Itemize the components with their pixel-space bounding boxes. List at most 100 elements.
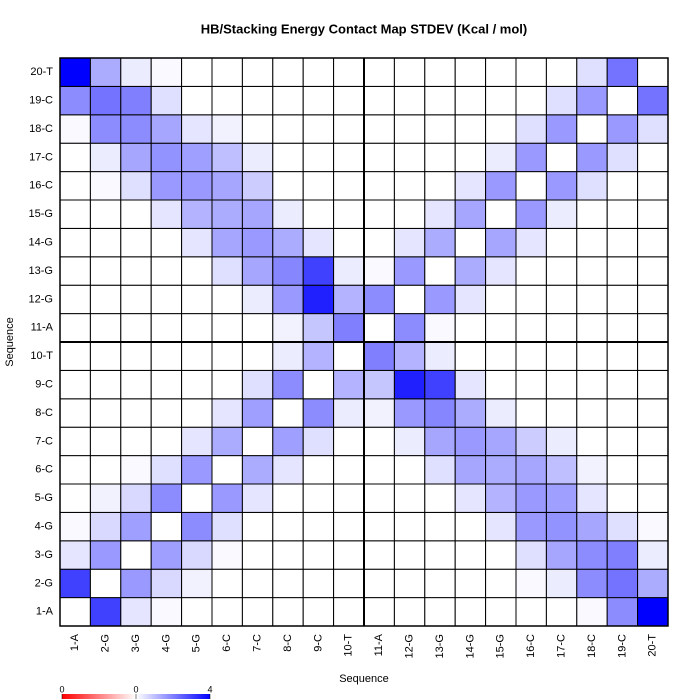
heatmap-cell (302, 597, 335, 627)
heatmap-cell (59, 455, 91, 485)
heatmap-cell (515, 540, 547, 570)
heatmap-cell (211, 568, 243, 599)
heatmap-cell (637, 597, 669, 627)
heatmap-cell (150, 455, 183, 485)
heatmap-cell (120, 57, 152, 87)
heatmap-cell (302, 341, 335, 371)
heatmap-cell (241, 540, 274, 570)
heatmap-cell (333, 511, 365, 542)
heatmap-cell (606, 284, 639, 315)
heatmap-cell (515, 369, 547, 400)
heatmap-cell (363, 398, 395, 428)
heatmap-cell (515, 483, 547, 513)
heatmap-cell (272, 511, 304, 542)
heatmap-cell (302, 313, 335, 343)
heatmap-cell (393, 256, 426, 286)
heatmap-cell (424, 568, 456, 599)
heatmap-cell (150, 171, 183, 201)
heatmap-cell (211, 57, 243, 87)
heatmap-cell (485, 597, 517, 627)
heatmap-cell (120, 341, 152, 371)
heatmap-cell (241, 313, 274, 343)
heatmap-cell (241, 568, 274, 599)
heatmap-cell (241, 199, 274, 229)
y-tick-label: 1-A (36, 606, 54, 618)
heatmap-cell (393, 597, 426, 627)
heatmap-cell (89, 568, 122, 599)
heatmap-cell (150, 511, 183, 542)
heatmap-cell (576, 142, 608, 173)
heatmap-cell (363, 57, 395, 87)
heatmap-cell (211, 284, 243, 315)
colorbar-tick-label: 0 (133, 684, 138, 694)
heatmap-cell (393, 568, 426, 599)
heatmap-cell (393, 511, 426, 542)
heatmap-cell (393, 142, 426, 173)
heatmap-cell (545, 227, 578, 258)
heatmap-cell (485, 284, 517, 315)
heatmap-cell (150, 398, 183, 428)
heatmap-cell (181, 568, 213, 599)
heatmap-cell (89, 398, 122, 428)
x-tick-label: 5-G (191, 634, 203, 652)
heatmap-cell (637, 455, 669, 485)
heatmap-cell (181, 142, 213, 173)
heatmap-cell (211, 313, 243, 343)
heatmap-cell (485, 398, 517, 428)
heatmap-cell (333, 540, 365, 570)
heatmap-cell (59, 369, 91, 400)
y-tick-label: 15-G (29, 208, 53, 220)
heatmap-cell (302, 426, 335, 457)
heatmap-cell (515, 597, 547, 627)
heatmap-cell (241, 256, 274, 286)
heatmap-cell (637, 227, 669, 258)
heatmap-cell (393, 313, 426, 343)
heatmap-cell (241, 426, 274, 457)
heatmap-cell (515, 313, 547, 343)
heatmap-cell (59, 483, 91, 513)
heatmap-cell (59, 142, 91, 173)
heatmap-cell (545, 57, 578, 87)
heatmap-cell (606, 597, 639, 627)
heatmap-cell (150, 483, 183, 513)
x-tick-label: 10-T (343, 634, 355, 657)
heatmap-cell (454, 398, 487, 428)
y-tick-label: 11-A (31, 322, 54, 334)
heatmap-cell (576, 511, 608, 542)
heatmap-cell (89, 142, 122, 173)
heatmap-cell (89, 284, 122, 315)
heatmap-cell (211, 540, 243, 570)
heatmap-cell (485, 171, 517, 201)
heatmap-cell (302, 171, 335, 201)
heatmap-cell (363, 369, 395, 400)
heatmap-cell (515, 256, 547, 286)
heatmap-cell (393, 540, 426, 570)
heatmap-cell (424, 341, 456, 371)
heatmap-cell (393, 483, 426, 513)
heatmap-cell (333, 142, 365, 173)
heatmap-cell (454, 313, 487, 343)
heatmap-cell (59, 85, 91, 116)
heatmap-cell (363, 455, 395, 485)
heatmap-cell (576, 540, 608, 570)
heatmap-cell (120, 426, 152, 457)
y-tick-label: 16-C (29, 180, 53, 192)
heatmap-cell (120, 85, 152, 116)
x-tick-label: 16-C (525, 634, 537, 658)
heatmap-cell (485, 85, 517, 116)
heatmap-cell (454, 597, 487, 627)
heatmap-cell (637, 114, 669, 144)
heatmap-cell (59, 511, 91, 542)
heatmap-cell (363, 597, 395, 627)
heatmap-cell (485, 483, 517, 513)
heatmap-cell (120, 398, 152, 428)
heatmap-cell (302, 483, 335, 513)
heatmap-cell (59, 284, 91, 315)
heatmap-cell (424, 483, 456, 513)
heatmap-cell (363, 171, 395, 201)
heatmap-cell (606, 511, 639, 542)
heatmap-cell (606, 540, 639, 570)
heatmap-cell (211, 511, 243, 542)
heatmap-cell (637, 256, 669, 286)
heatmap-cell (241, 369, 274, 400)
